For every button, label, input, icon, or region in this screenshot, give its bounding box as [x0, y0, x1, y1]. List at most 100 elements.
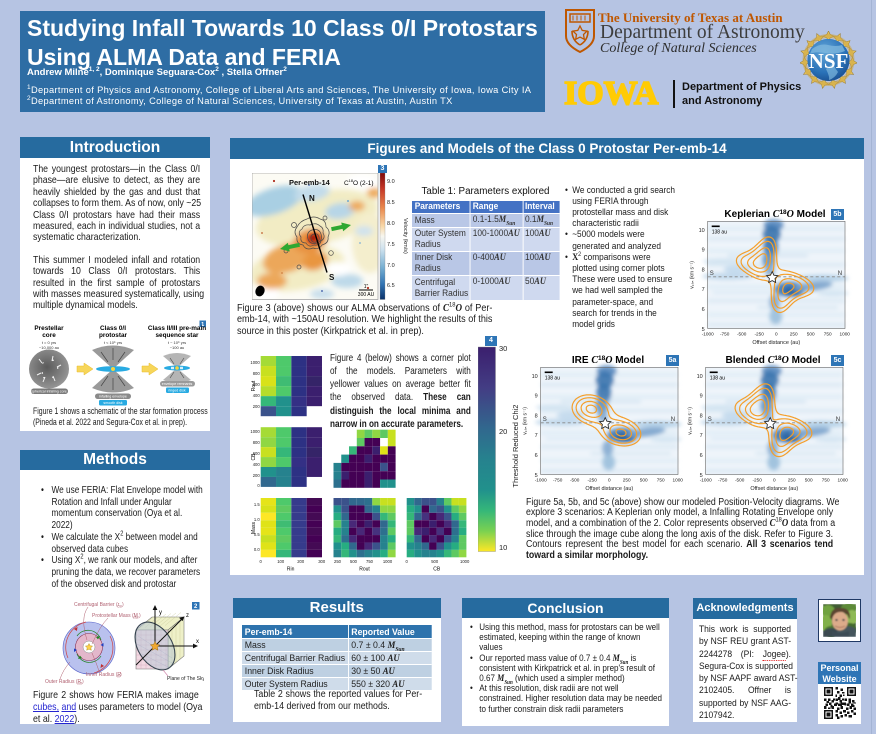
svg-text:Blended C18O Model: Blended C18O Model: [725, 355, 820, 366]
svg-text:8: 8: [535, 413, 538, 419]
svg-text:-500: -500: [735, 477, 745, 482]
svg-text:250: 250: [623, 477, 631, 482]
svg-text:0: 0: [608, 477, 611, 482]
svg-text:138 au: 138 au: [712, 229, 728, 235]
svg-text:9: 9: [700, 393, 703, 399]
svg-text:200: 200: [253, 473, 261, 478]
svg-text:Offset distance (au): Offset distance (au): [752, 339, 800, 345]
svg-text:1.5: 1.5: [254, 502, 260, 507]
svg-text:8: 8: [702, 267, 705, 273]
svg-text:~10,000 au: ~10,000 au: [39, 345, 59, 350]
svg-text:750: 750: [657, 477, 665, 482]
svg-text:750: 750: [824, 331, 832, 336]
svg-text:Keplerian C18O Model: Keplerian C18O Model: [724, 209, 825, 220]
svg-text:y: y: [159, 610, 162, 616]
svg-text:6: 6: [702, 307, 705, 313]
svg-text:v₁ₛₙ (km s⁻¹): v₁ₛₙ (km s⁻¹): [523, 406, 529, 434]
svg-text:N: N: [671, 416, 675, 422]
svg-text:t ~ 10⁶ yrs: t ~ 10⁶ yrs: [168, 340, 186, 345]
svg-text:Plane of The Sky: Plane of The Sky: [167, 676, 204, 682]
svg-text:6: 6: [535, 453, 538, 459]
svg-text:Rout: Rout: [251, 380, 257, 391]
svg-text:t = 0 yrs: t = 0 yrs: [42, 340, 56, 345]
svg-text:): ): [82, 679, 84, 685]
svg-text:600: 600: [253, 382, 261, 387]
svg-text:1": 1": [364, 284, 369, 290]
svg-text:800: 800: [253, 440, 261, 445]
svg-text:300 AU: 300 AU: [358, 292, 375, 298]
svg-text:250: 250: [790, 331, 798, 336]
svg-text:1000: 1000: [460, 559, 470, 564]
svg-text:750: 750: [366, 559, 374, 564]
svg-text:-500: -500: [570, 477, 580, 482]
svg-text:500: 500: [640, 477, 648, 482]
svg-text:8.5: 8.5: [387, 200, 395, 206]
svg-text:-250: -250: [755, 331, 765, 336]
svg-text:-250: -250: [588, 477, 598, 482]
svg-text:Threshold Reduced Chi2: Threshold Reduced Chi2: [511, 405, 520, 488]
svg-text:S: S: [710, 270, 714, 276]
svg-text:18: 18: [349, 178, 354, 183]
svg-text:0: 0: [406, 559, 409, 564]
svg-text:750: 750: [822, 477, 830, 482]
svg-text:): ): [120, 672, 122, 678]
svg-text:NSF: NSF: [809, 49, 849, 73]
svg-text:1000: 1000: [383, 559, 393, 564]
svg-text:138 au: 138 au: [710, 375, 726, 381]
svg-text:Per-emb-14: Per-emb-14: [289, 178, 331, 187]
svg-text:500: 500: [350, 559, 358, 564]
svg-text:0: 0: [257, 483, 260, 488]
svg-text:sequence star: sequence star: [156, 332, 199, 339]
svg-text:x: x: [196, 639, 199, 645]
svg-text:0: 0: [260, 559, 263, 564]
svg-text:6.5: 6.5: [387, 283, 395, 289]
svg-text:Rin: Rin: [287, 566, 295, 572]
svg-text:7: 7: [700, 433, 703, 439]
svg-text:400: 400: [253, 462, 261, 467]
svg-text:Velocity (km/s): Velocity (km/s): [402, 218, 408, 254]
svg-text:1000: 1000: [250, 360, 260, 365]
svg-text:0.5: 0.5: [254, 532, 260, 537]
svg-text:5: 5: [702, 326, 705, 332]
svg-text:t < 10⁵ yrs: t < 10⁵ yrs: [104, 340, 122, 345]
svg-text:5: 5: [700, 472, 703, 478]
svg-text:Outer Radius (R: Outer Radius (R: [45, 679, 82, 685]
svg-text:10: 10: [699, 227, 705, 233]
svg-text:0: 0: [775, 331, 778, 336]
svg-text:spherical infalling core: spherical infalling core: [31, 390, 67, 394]
svg-text:1.0: 1.0: [254, 517, 260, 522]
svg-text:8.0: 8.0: [387, 221, 395, 227]
svg-text:500: 500: [805, 477, 813, 482]
svg-text:N: N: [309, 194, 315, 203]
svg-text:CB: CB: [433, 566, 441, 572]
svg-text:CB: CB: [251, 452, 257, 460]
svg-text:smooth disk: smooth disk: [103, 401, 122, 405]
svg-text:in: in: [117, 675, 120, 679]
svg-text:IRE C18O Model: IRE C18O Model: [572, 355, 644, 366]
svg-text:7: 7: [535, 433, 538, 439]
svg-text:v₁ₛₙ (km s⁻¹): v₁ₛₙ (km s⁻¹): [690, 260, 696, 288]
svg-text:C: C: [344, 180, 349, 187]
svg-text:800: 800: [253, 371, 261, 376]
svg-text:infalling envelope: infalling envelope: [99, 395, 127, 399]
svg-text:400: 400: [253, 393, 261, 398]
svg-text:S: S: [543, 416, 547, 422]
svg-text:200: 200: [297, 559, 305, 564]
svg-text:): ): [139, 613, 141, 619]
svg-text:-750: -750: [553, 477, 563, 482]
svg-text:8: 8: [700, 413, 703, 419]
svg-text:Offset distance (au): Offset distance (au): [585, 485, 633, 491]
svg-text:500: 500: [807, 331, 815, 336]
svg-text:z: z: [186, 613, 189, 619]
svg-text:core: core: [42, 332, 56, 339]
svg-text:138 au: 138 au: [545, 375, 561, 381]
svg-text:200: 200: [253, 404, 261, 409]
svg-text:Protostellar Mass (M: Protostellar Mass (M: [92, 613, 138, 619]
svg-text:ringed disk: ringed disk: [168, 389, 186, 393]
svg-text:-1000: -1000: [702, 331, 714, 336]
svg-text:10: 10: [532, 373, 538, 379]
svg-text:6: 6: [700, 453, 703, 459]
svg-text:N: N: [838, 270, 842, 276]
svg-text:S: S: [329, 273, 335, 282]
svg-text:10: 10: [697, 373, 703, 379]
